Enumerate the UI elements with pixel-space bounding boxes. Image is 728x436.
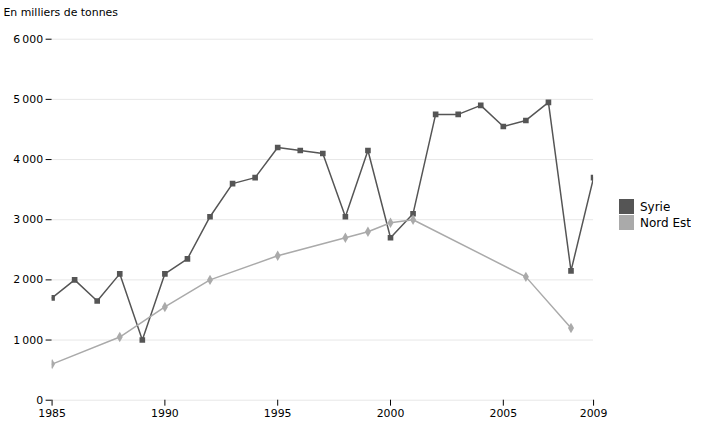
svg-text:6 000: 6 000 xyxy=(13,32,43,45)
svg-text:2005: 2005 xyxy=(489,407,517,420)
html-text:Syrie: Syrie xyxy=(639,199,671,214)
svg-text:1 000: 1 000 xyxy=(13,333,43,346)
html-text:Nord Est: Nord Est xyxy=(639,215,691,230)
svg-text:1990: 1990 xyxy=(151,407,179,420)
svg-text:5 000: 5 000 xyxy=(13,93,43,106)
svg-text:2 000: 2 000 xyxy=(13,273,43,286)
svg-text:2000: 2000 xyxy=(377,407,405,420)
svg-text:1995: 1995 xyxy=(264,407,292,420)
svg-text:2009: 2009 xyxy=(580,407,608,420)
svg-text:1985: 1985 xyxy=(38,407,66,420)
svg-text:4 000: 4 000 xyxy=(13,153,43,166)
svg-text:3 000: 3 000 xyxy=(13,213,43,226)
svg-text:0: 0 xyxy=(36,393,43,406)
svg-text:En milliers de tonnes: En milliers de tonnes xyxy=(3,6,118,19)
